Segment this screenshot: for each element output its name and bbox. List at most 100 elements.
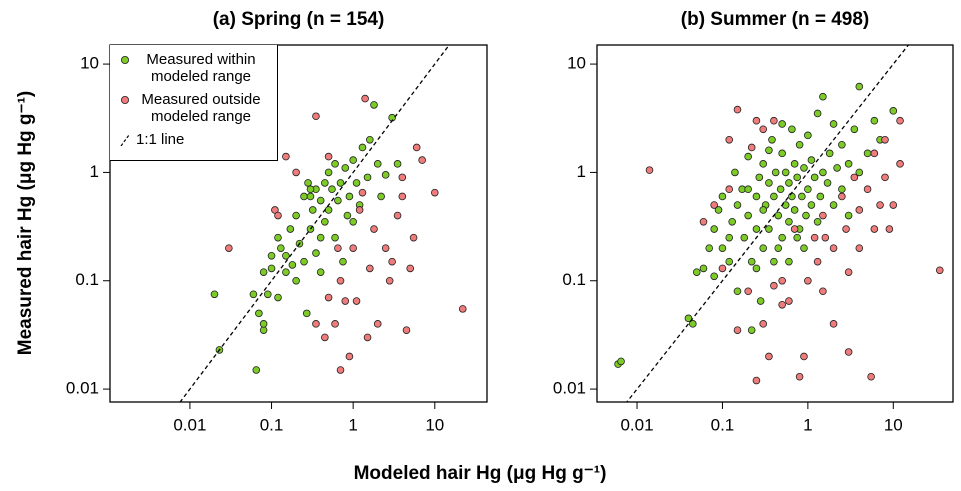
point xyxy=(267,251,276,260)
legend-entry: 1:1 line xyxy=(114,131,273,148)
point xyxy=(804,185,812,193)
y-tick-label: 1 xyxy=(577,162,586,181)
point xyxy=(684,314,693,323)
point xyxy=(819,287,827,296)
point xyxy=(324,152,333,161)
point xyxy=(804,131,812,140)
point xyxy=(768,136,776,144)
point xyxy=(259,326,268,334)
point xyxy=(331,320,339,328)
x-axis-label: Modeled hair Hg (μg Hg g⁻¹) xyxy=(354,463,607,484)
point xyxy=(795,372,804,381)
point xyxy=(725,233,734,242)
point xyxy=(366,264,374,273)
point xyxy=(373,320,382,328)
point xyxy=(850,173,859,182)
point xyxy=(617,357,625,366)
point xyxy=(752,376,761,385)
point xyxy=(710,272,718,281)
point xyxy=(844,348,853,356)
panel-title: (a) Spring (n = 154) xyxy=(213,9,385,30)
point xyxy=(870,149,879,158)
point xyxy=(770,257,778,266)
panel-title: (b) Summer (n = 498) xyxy=(681,9,869,30)
point xyxy=(728,218,736,226)
point xyxy=(328,185,336,193)
point xyxy=(286,225,295,233)
point xyxy=(765,179,773,187)
point xyxy=(331,160,339,168)
legend-label: Measured within modeled range xyxy=(146,51,256,85)
point xyxy=(336,366,345,374)
point xyxy=(312,249,320,257)
y-tick-label: 0.1 xyxy=(75,270,99,289)
point xyxy=(935,266,944,275)
point xyxy=(718,244,727,252)
point xyxy=(292,168,300,177)
legend-entry: Measured within modeled range xyxy=(114,51,273,85)
point xyxy=(759,244,768,252)
plot-frame xyxy=(109,44,488,403)
point xyxy=(755,173,764,182)
point xyxy=(725,136,734,144)
point xyxy=(321,333,329,342)
point xyxy=(312,320,320,328)
point xyxy=(756,297,765,305)
point xyxy=(324,293,333,302)
point xyxy=(833,164,841,172)
point xyxy=(744,287,752,296)
point xyxy=(800,352,808,361)
point xyxy=(321,179,329,187)
point xyxy=(819,211,827,220)
point xyxy=(355,206,364,214)
point xyxy=(793,233,801,242)
legend-entry: Measured outside modeled range xyxy=(114,91,273,125)
y-axis-label: Measured hair Hg (μg Hg g⁻¹) xyxy=(15,91,36,355)
point xyxy=(288,261,297,269)
point xyxy=(778,300,786,309)
point xyxy=(336,276,345,285)
point xyxy=(393,160,402,168)
point xyxy=(876,201,884,209)
point xyxy=(430,188,439,197)
point xyxy=(829,120,838,128)
point xyxy=(793,173,801,182)
point xyxy=(267,264,276,273)
point xyxy=(725,257,734,266)
point xyxy=(774,244,783,252)
plot-area xyxy=(179,45,467,402)
point xyxy=(321,218,329,226)
point xyxy=(896,160,904,168)
point xyxy=(774,211,783,220)
point xyxy=(816,192,825,201)
point xyxy=(302,309,311,318)
y-tick-label: 1 xyxy=(90,162,99,181)
point xyxy=(838,192,846,201)
point xyxy=(744,211,752,220)
reference-line xyxy=(179,45,450,402)
point xyxy=(785,297,793,305)
point xyxy=(896,116,904,125)
point xyxy=(274,211,282,220)
x-tick-label: 1 xyxy=(803,415,812,434)
point xyxy=(778,149,786,158)
point xyxy=(733,105,742,114)
point xyxy=(785,179,793,187)
point xyxy=(282,152,290,161)
point xyxy=(341,164,350,172)
point xyxy=(752,264,761,273)
point xyxy=(306,192,315,201)
point xyxy=(714,206,723,214)
point xyxy=(881,173,889,182)
point xyxy=(844,268,853,276)
point xyxy=(778,276,786,285)
y-tick-label: 0.1 xyxy=(562,270,586,289)
point xyxy=(889,201,898,209)
point xyxy=(825,149,834,158)
point xyxy=(336,179,345,187)
point xyxy=(842,225,850,233)
point xyxy=(838,140,846,149)
point xyxy=(838,185,846,193)
x-tick-label: 1 xyxy=(348,415,357,434)
